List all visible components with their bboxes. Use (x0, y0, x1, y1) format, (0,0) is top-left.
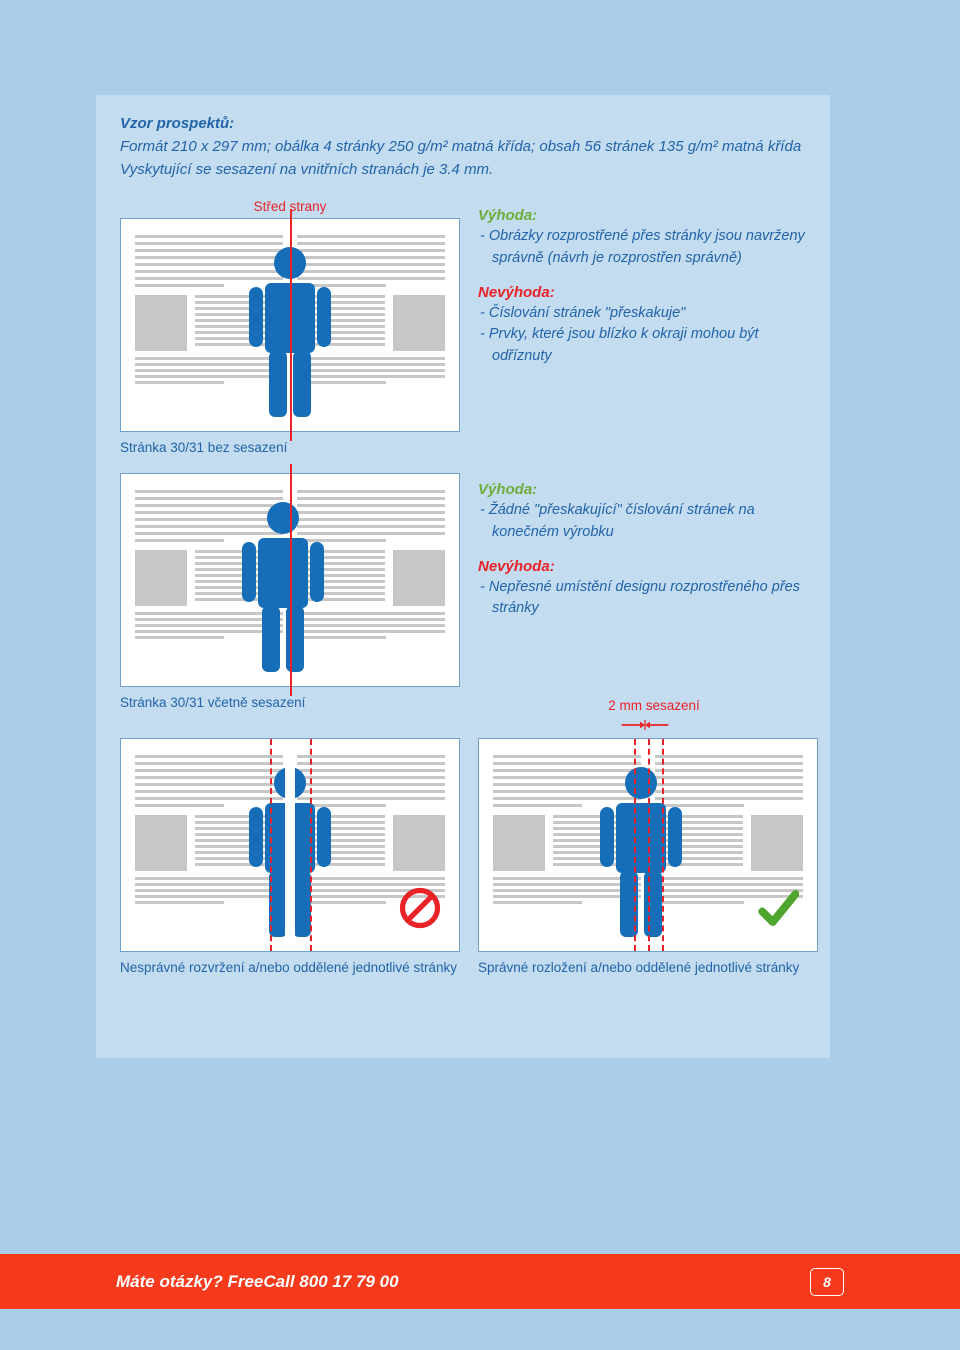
bleed-line (634, 739, 636, 951)
page-number-badge: 8 (810, 1268, 844, 1296)
example-2: Stránka 30/31 včetně sesazení Výhoda: - … (120, 473, 806, 710)
disadvantage-title: Nevýhoda: (478, 284, 806, 301)
person-icon (235, 761, 345, 941)
bleed-line (270, 739, 272, 951)
intro-line-1: Formát 210 x 297 mm; obálka 4 stránky 25… (120, 136, 806, 159)
spread-diagram-wrong (120, 738, 460, 952)
intro-title: Vzor prospektů: (120, 115, 806, 132)
checkmark-icon (757, 887, 799, 929)
spread-diagram-right (478, 738, 818, 952)
right-layout-col: 2 mm sesazení (478, 738, 818, 975)
mock-image-icon (751, 815, 803, 871)
intro-line-2: Vyskytující se sesazení na vnitřních str… (120, 159, 806, 182)
example-1: Střed strany (120, 199, 806, 455)
disadvantage-item: - Číslování stránek "přeskakuje" (478, 303, 806, 325)
footer-text: Máte otázky? FreeCall 800 17 79 00 (116, 1272, 399, 1292)
prohibited-icon (399, 887, 441, 929)
person-icon (228, 496, 338, 676)
example-1-text: Výhoda: - Obrázky rozprostřené přes strá… (478, 199, 806, 455)
spread-diagram-2 (120, 473, 460, 687)
mock-image-icon (135, 295, 187, 351)
creep-label: 2 mm sesazení (594, 698, 714, 713)
bottom-row: Nesprávné rozvržení a/nebo oddělené jedn… (120, 738, 806, 975)
mock-image-icon (393, 815, 445, 871)
mock-image-icon (493, 815, 545, 871)
content-panel: Vzor prospektů: Formát 210 x 297 mm; obá… (96, 95, 830, 1058)
person-icon (586, 761, 696, 941)
mock-image-icon (135, 550, 187, 606)
example-2-diagram-col: Stránka 30/31 včetně sesazení (120, 473, 460, 710)
disadvantage-item: - Nepřesné umístění designu rozprostřené… (478, 577, 806, 621)
mock-image-icon (393, 295, 445, 351)
caption-1: Stránka 30/31 bez sesazení (120, 440, 460, 455)
center-line-indicator (290, 209, 292, 441)
mock-image-icon (393, 550, 445, 606)
advantage-title: Výhoda: (478, 207, 806, 224)
bleed-line (648, 739, 650, 951)
example-2-text: Výhoda: - Žádné "přeskakující" číslování… (478, 473, 806, 710)
center-line-indicator (290, 464, 292, 696)
example-1-diagram-col: Střed strany (120, 199, 460, 455)
creep-arrows-icon (620, 718, 670, 732)
caption-2: Stránka 30/31 včetně sesazení (120, 695, 460, 710)
disadvantage-item: - Prvky, které jsou blízko k okraji moho… (478, 324, 806, 368)
advantage-item: - Žádné "přeskakující" číslování stránek… (478, 500, 806, 544)
advantage-item: - Obrázky rozprostřené přes stránky jsou… (478, 226, 806, 270)
mock-image-icon (135, 815, 187, 871)
bleed-line (310, 739, 312, 951)
wrong-caption: Nesprávné rozvržení a/nebo oddělené jedn… (120, 960, 460, 975)
disadvantage-title: Nevýhoda: (478, 558, 806, 575)
bleed-line (662, 739, 664, 951)
advantage-title: Výhoda: (478, 481, 806, 498)
right-caption: Správné rozložení a/nebo oddělené jednot… (478, 960, 818, 975)
page-footer: Máte otázky? FreeCall 800 17 79 00 8 (0, 1254, 960, 1309)
wrong-layout-col: Nesprávné rozvržení a/nebo oddělené jedn… (120, 738, 460, 975)
spread-diagram-1 (120, 218, 460, 432)
